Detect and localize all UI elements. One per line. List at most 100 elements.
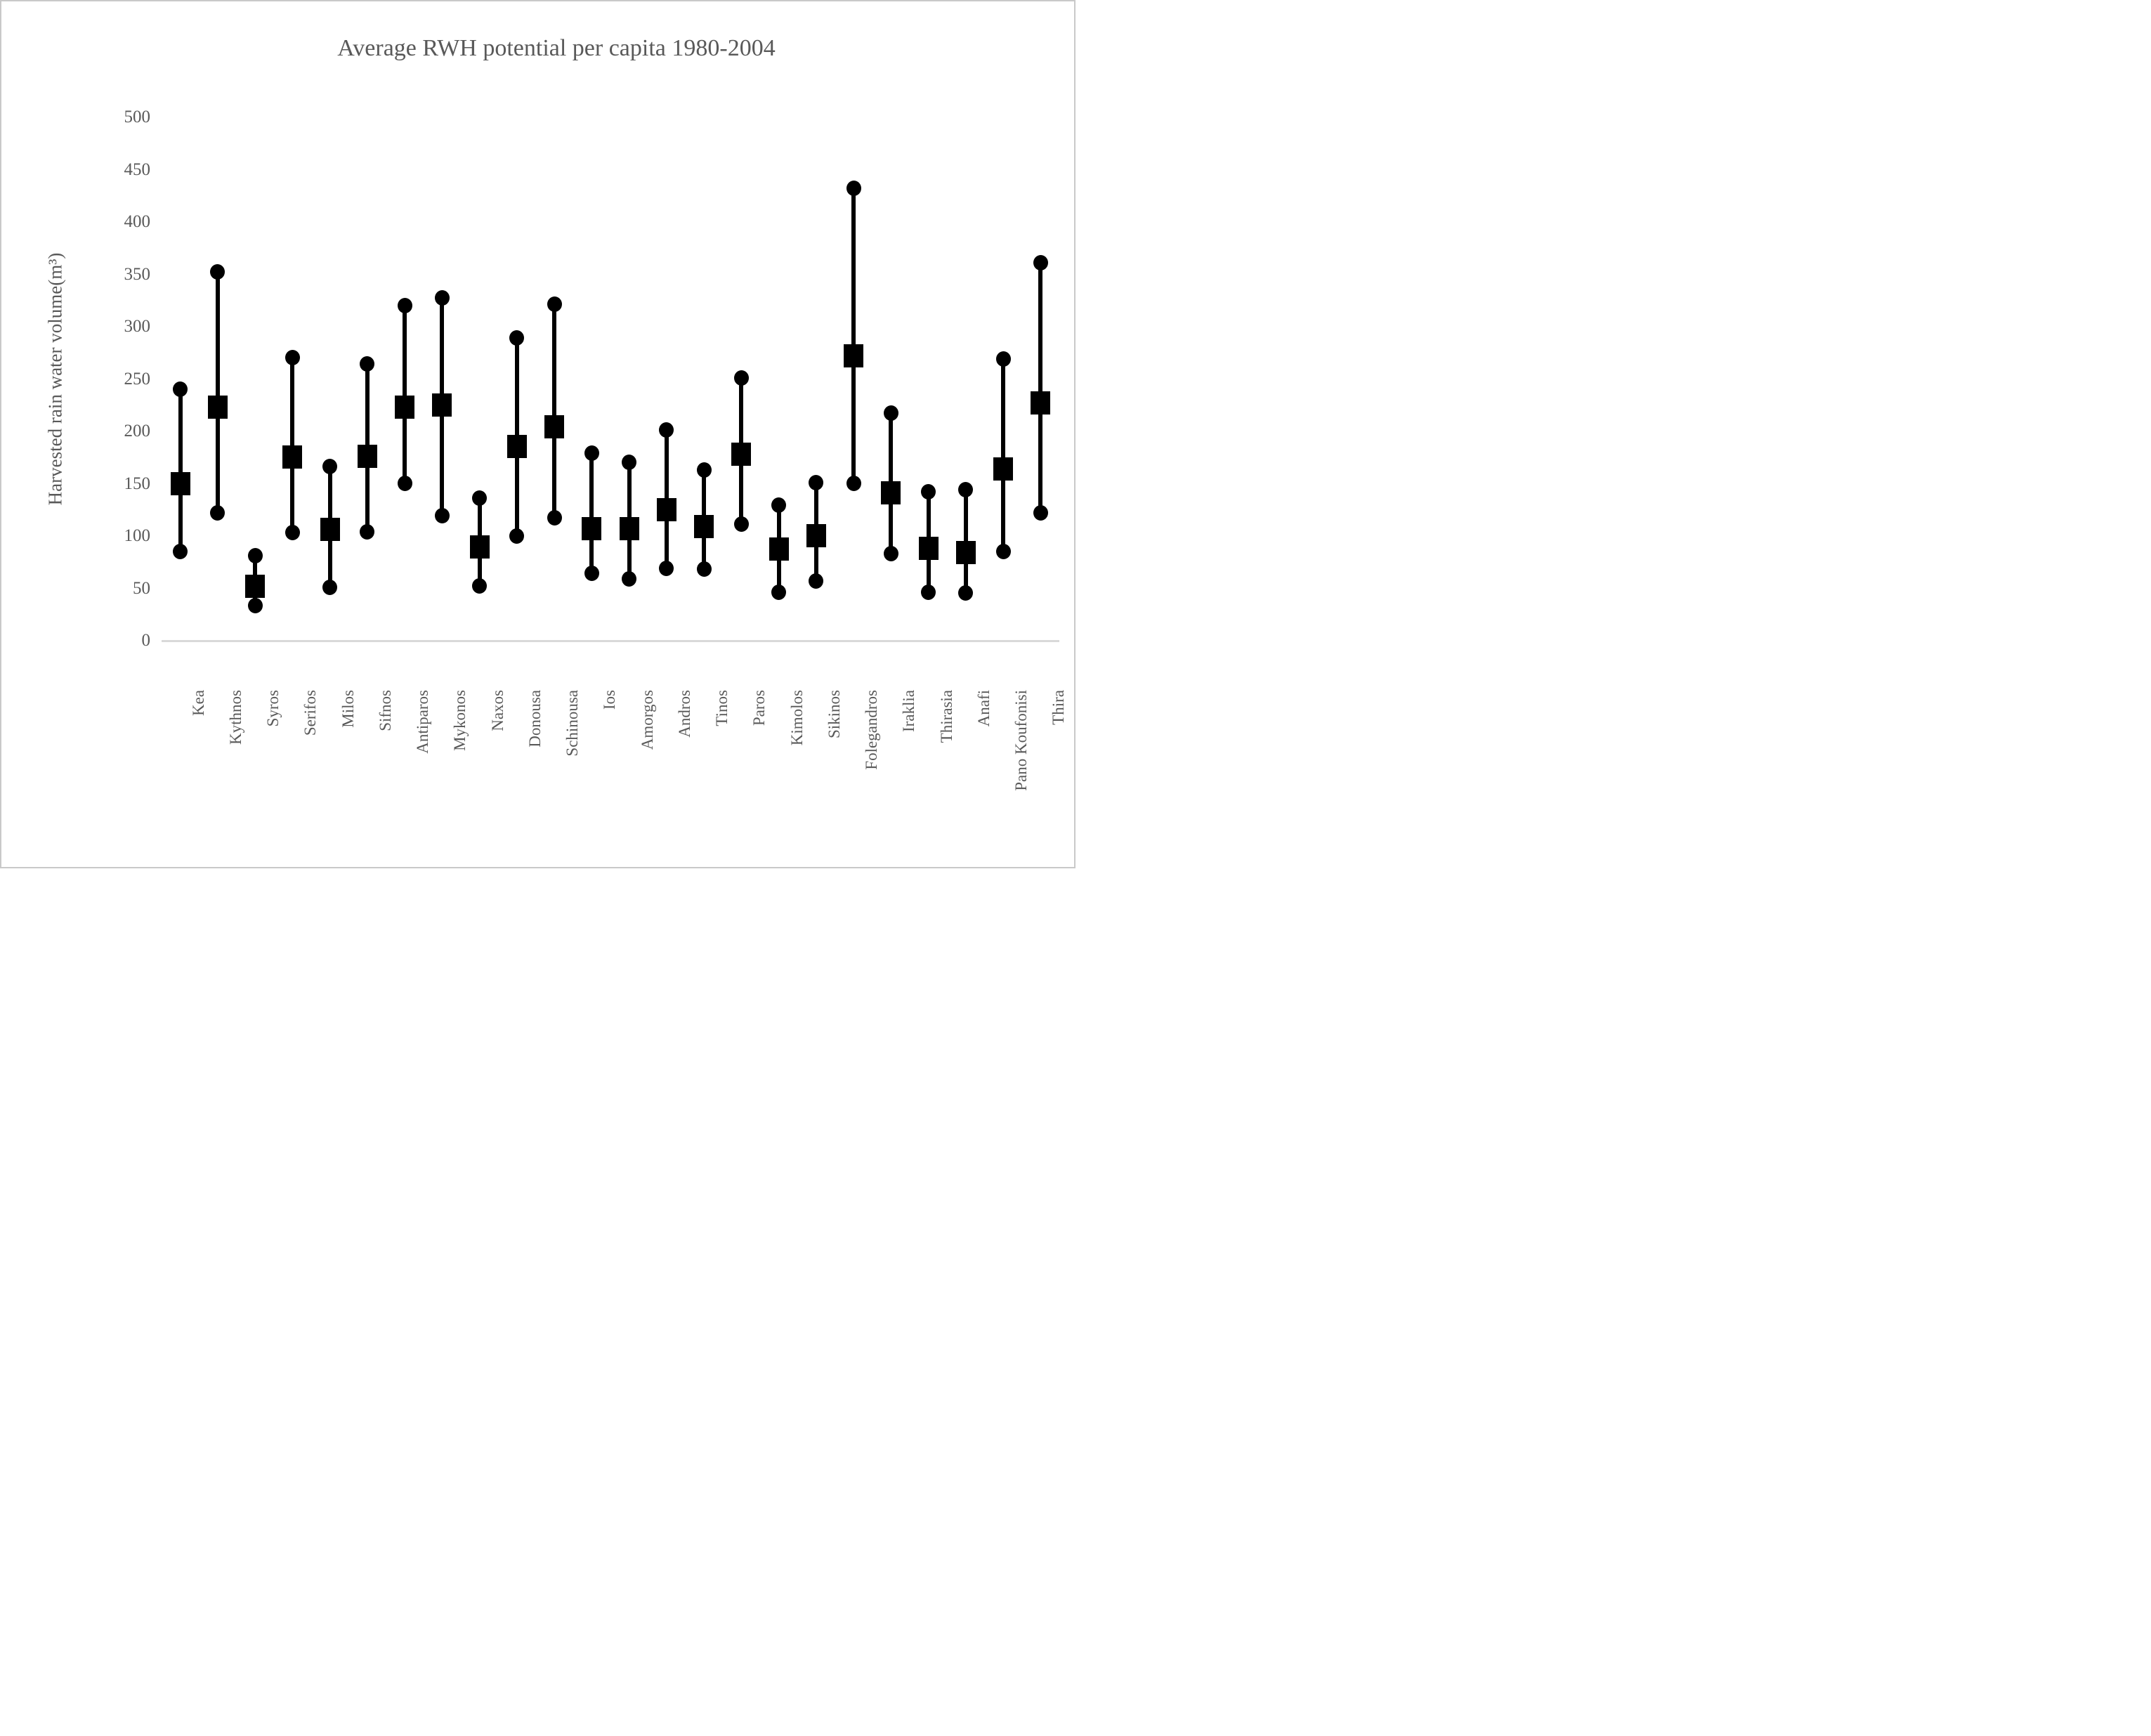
- average-square-marker: [432, 393, 452, 417]
- high-circle-marker: [434, 290, 450, 306]
- x-axis-label: Amorgos: [638, 690, 656, 750]
- high-circle-marker: [247, 547, 263, 563]
- x-axis-label: Andros: [675, 690, 693, 738]
- average-square-marker: [320, 518, 340, 542]
- low-circle-marker: [1033, 504, 1048, 521]
- low-circle-marker: [547, 510, 562, 526]
- x-axis-label: Kythnos: [226, 690, 244, 745]
- high-circle-marker: [958, 481, 974, 497]
- high-circle-marker: [397, 297, 412, 313]
- y-tick-label: 150: [124, 474, 151, 493]
- range-stem: [851, 188, 856, 483]
- high-circle-marker: [733, 370, 749, 386]
- x-axis-label: Kimolos: [787, 690, 806, 746]
- x-axis-label: Pano Koufonisi: [1012, 690, 1031, 791]
- high-circle-marker: [509, 329, 525, 346]
- average-square-marker: [582, 516, 602, 540]
- high-circle-marker: [1033, 254, 1048, 270]
- y-tick-label: 500: [124, 107, 151, 126]
- low-circle-marker: [696, 561, 712, 577]
- x-axis-label: Sikinos: [825, 690, 843, 739]
- high-circle-marker: [360, 356, 375, 372]
- low-circle-marker: [995, 543, 1011, 559]
- average-square-marker: [245, 574, 266, 598]
- low-circle-marker: [434, 508, 450, 524]
- low-circle-marker: [584, 566, 599, 582]
- high-circle-marker: [285, 350, 300, 366]
- average-square-marker: [881, 481, 901, 504]
- high-circle-marker: [210, 264, 225, 280]
- low-circle-marker: [733, 516, 749, 533]
- x-axis-label: Thirasia: [937, 690, 955, 743]
- average-square-marker: [207, 395, 228, 419]
- range-stem: [215, 272, 220, 513]
- y-tick-label: 400: [124, 212, 151, 231]
- chart-canvas: Average RWH potential per capita 1980-20…: [0, 0, 1076, 868]
- high-circle-marker: [921, 483, 936, 500]
- average-square-marker: [993, 457, 1014, 481]
- x-axis-label: Syros: [264, 690, 282, 727]
- range-stem: [552, 304, 557, 518]
- x-axis-label: Naxos: [488, 690, 506, 731]
- low-circle-marker: [921, 584, 936, 600]
- high-circle-marker: [547, 296, 562, 313]
- low-circle-marker: [210, 504, 225, 521]
- low-circle-marker: [846, 476, 861, 491]
- y-tick-label: 450: [124, 159, 151, 179]
- high-circle-marker: [322, 459, 338, 475]
- high-circle-marker: [696, 462, 712, 478]
- high-circle-marker: [173, 381, 188, 397]
- average-square-marker: [544, 415, 565, 439]
- high-circle-marker: [472, 490, 488, 506]
- average-square-marker: [170, 471, 190, 495]
- y-tick-label: 100: [124, 526, 151, 545]
- average-square-marker: [395, 395, 415, 419]
- range-stem: [290, 358, 295, 533]
- x-axis-label: Milos: [339, 690, 357, 728]
- x-axis-label: Thira: [1050, 690, 1068, 725]
- low-circle-marker: [771, 584, 787, 600]
- y-tick-label: 250: [124, 369, 151, 389]
- average-square-marker: [918, 536, 939, 560]
- x-axis-line: [162, 640, 1059, 642]
- x-axis-label: Kea: [189, 690, 207, 717]
- chart-title: Average RWH potential per capita 1980-20…: [337, 35, 776, 61]
- x-axis-label: Sifnos: [376, 690, 394, 731]
- high-circle-marker: [809, 474, 824, 490]
- average-square-marker: [469, 535, 490, 559]
- low-circle-marker: [883, 545, 898, 561]
- high-circle-marker: [846, 180, 861, 196]
- low-circle-marker: [397, 476, 412, 491]
- low-circle-marker: [285, 525, 300, 541]
- range-stem: [589, 452, 594, 574]
- low-circle-marker: [173, 543, 188, 559]
- low-circle-marker: [809, 573, 824, 589]
- low-circle-marker: [247, 598, 263, 614]
- average-square-marker: [619, 516, 639, 540]
- low-circle-marker: [472, 578, 488, 594]
- low-circle-marker: [360, 523, 375, 540]
- average-square-marker: [769, 537, 789, 561]
- average-square-marker: [656, 497, 676, 521]
- average-square-marker: [955, 540, 976, 564]
- high-circle-marker: [584, 445, 599, 461]
- x-axis-label: Serifos: [301, 690, 320, 736]
- average-square-marker: [506, 435, 527, 459]
- average-square-marker: [731, 442, 752, 466]
- average-square-marker: [1031, 391, 1051, 415]
- y-tick-label: 300: [124, 317, 151, 336]
- y-tick-label: 350: [124, 264, 151, 284]
- high-circle-marker: [883, 405, 898, 422]
- average-square-marker: [282, 445, 303, 469]
- range-stem: [1038, 262, 1043, 513]
- high-circle-marker: [995, 351, 1011, 367]
- x-axis-label: Iraklia: [900, 690, 918, 733]
- x-axis-label: Donousa: [525, 690, 544, 748]
- low-circle-marker: [622, 570, 637, 587]
- range-stem: [178, 389, 183, 552]
- high-circle-marker: [771, 497, 787, 514]
- x-axis-label: Anafi: [974, 690, 993, 727]
- average-square-marker: [844, 344, 864, 367]
- x-axis-label: Folegandros: [863, 690, 881, 770]
- y-tick-label: 200: [124, 422, 151, 440]
